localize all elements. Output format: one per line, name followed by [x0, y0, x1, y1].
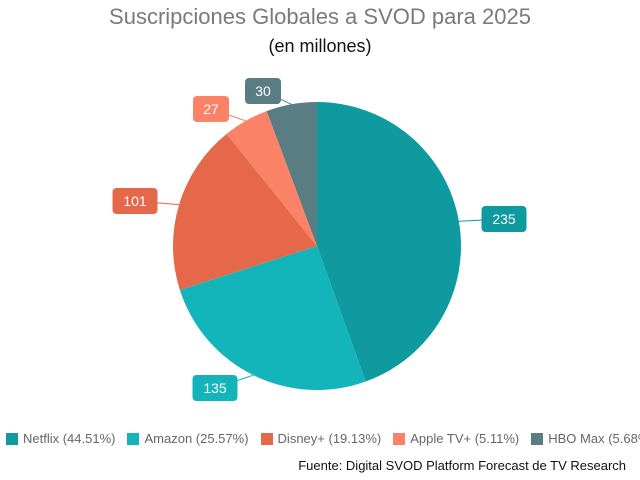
- legend-swatch-hbo-max: [531, 432, 544, 445]
- legend-label-hbo-max: HBO Max (5.68%): [548, 431, 640, 446]
- legend-swatch-netflix: [6, 432, 18, 445]
- pie-slice-hbo-max[interactable]: [266, 102, 317, 246]
- data-label-box-disney-plus: [112, 188, 158, 214]
- legend-item-amazon[interactable]: Amazon (25.57%): [127, 431, 249, 446]
- legend-label-apple-tv-plus: Apple TV+ (5.11%): [410, 431, 520, 446]
- data-label-netflix: 235: [492, 211, 516, 227]
- legend-label-amazon: Amazon (25.57%): [144, 431, 249, 446]
- data-label-box-hbo-max: [245, 78, 281, 104]
- pie-chart: 235 135 101 27 30: [112, 78, 527, 401]
- legend-swatch-disney-plus: [260, 432, 273, 445]
- source-note: Fuente: Digital SVOD Platform Forecast d…: [298, 458, 626, 473]
- data-label-hbo-max: 30: [255, 83, 271, 99]
- legend-item-netflix[interactable]: Netflix (44.51%): [6, 431, 115, 446]
- data-label-amazon: 135: [203, 380, 227, 396]
- legend-swatch-apple-tv-plus: [393, 432, 406, 445]
- pie-slice-netflix[interactable]: [317, 102, 461, 382]
- legend-item-disney-plus[interactable]: Disney+ (19.13%): [260, 431, 382, 446]
- data-label-box-netflix: [481, 206, 527, 232]
- data-label-apple-tv-plus: 27: [203, 101, 219, 117]
- legend-swatch-amazon: [127, 432, 140, 445]
- legend-label-netflix: Netflix (44.51%): [23, 431, 116, 446]
- pie-slice-disney-plus[interactable]: [173, 133, 317, 290]
- legend-item-hbo-max[interactable]: HBO Max (5.68%): [531, 431, 640, 446]
- pie-slice-amazon[interactable]: [179, 246, 366, 390]
- data-label-box-apple-tv-plus: [193, 96, 229, 122]
- legend: Netflix (44.51%) Amazon (25.57%) Disney+ (…: [6, 431, 640, 446]
- data-label-disney-plus: 101: [123, 193, 147, 209]
- data-label-box-amazon: [192, 375, 238, 401]
- pie-slice-apple-tv-plus[interactable]: [226, 111, 317, 246]
- legend-label-disney-plus: Disney+ (19.13%): [277, 431, 382, 446]
- legend-item-apple-tv-plus[interactable]: Apple TV+ (5.11%): [393, 431, 519, 446]
- chart-subtitle: (en millones): [268, 36, 372, 56]
- chart-title: Suscripciones Globales a SVOD para 2025: [109, 4, 531, 29]
